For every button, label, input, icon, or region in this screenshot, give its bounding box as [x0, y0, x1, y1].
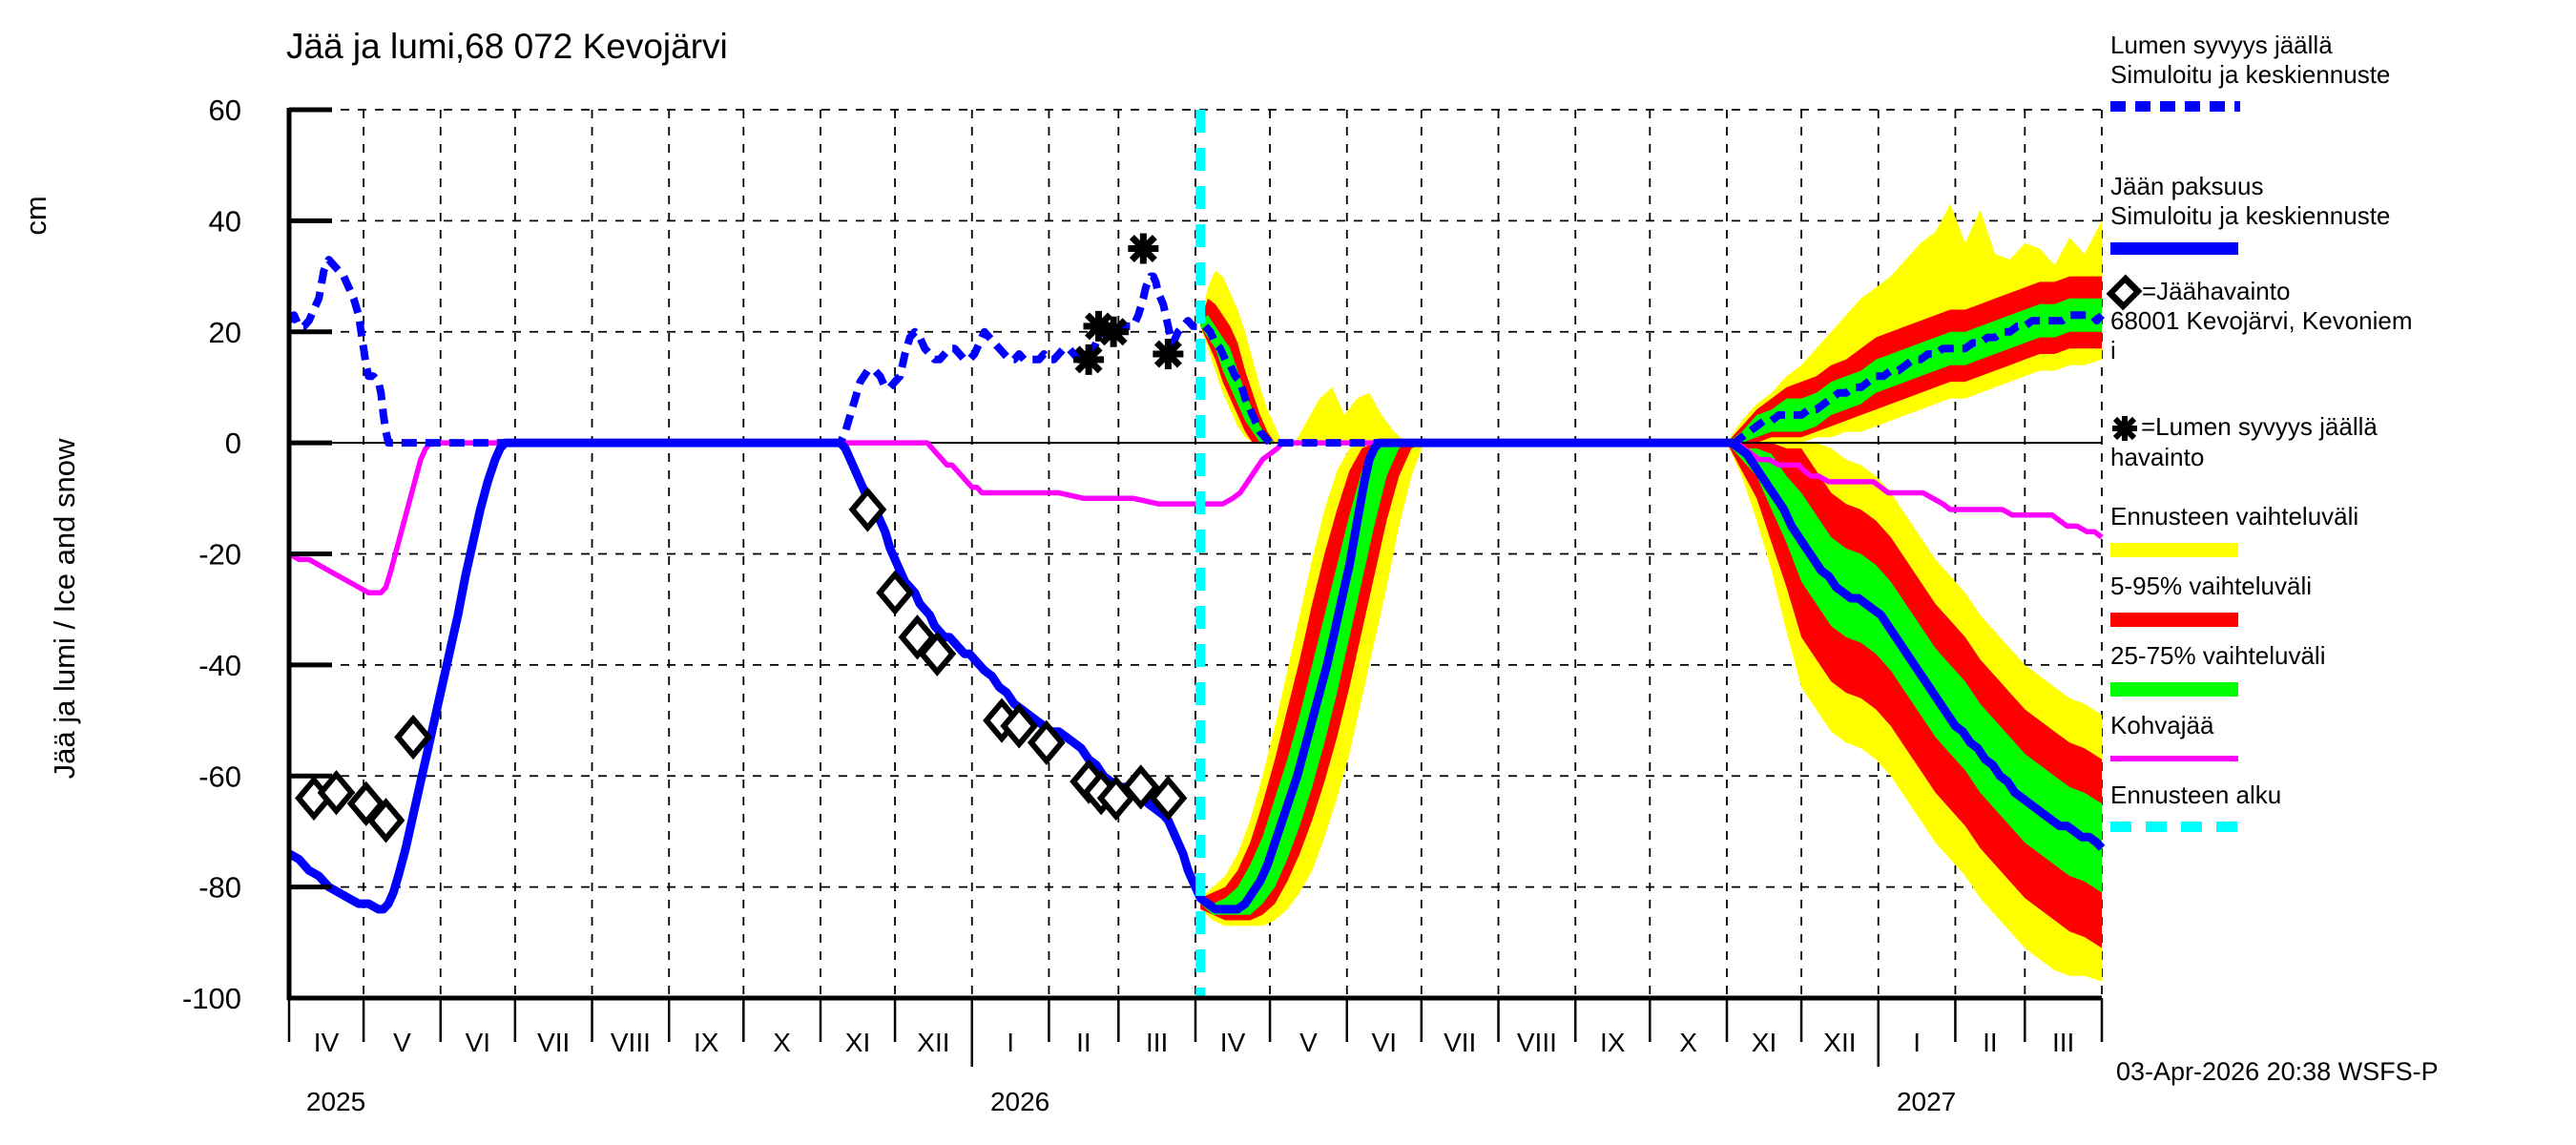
x-year-label: 2026	[990, 1087, 1049, 1116]
legend-text: i	[2110, 336, 2116, 364]
ice-observation-diamond	[1121, 764, 1160, 810]
y-tick-label: 40	[209, 204, 241, 238]
legend-text: 25-75% vaihteluväli	[2110, 641, 2326, 670]
x-month-label: VI	[466, 1028, 490, 1057]
legend-text: Jään paksuus	[2110, 172, 2264, 200]
x-month-label: VI	[1372, 1028, 1397, 1057]
x-month-label: XII	[1823, 1028, 1856, 1057]
x-month-label: VII	[537, 1028, 570, 1057]
legend-text: Simuloitu ja keskiennuste	[2110, 60, 2391, 89]
x-month-label: XII	[917, 1028, 949, 1057]
legend-item-range-25-75: 25-75% vaihteluväli	[2110, 641, 2325, 697]
legend-text: Ennusteen alku	[2110, 781, 2282, 809]
snow-observation-star	[1153, 339, 1184, 370]
legend-text: havainto	[2110, 443, 2205, 472]
x-month-label: III	[1146, 1028, 1168, 1057]
kohvajaa-line	[287, 440, 2104, 595]
ice-observation-diamond	[1000, 703, 1039, 749]
y-tick-label: 20	[209, 316, 241, 349]
band-spring2026-melt-tail-yellow	[1295, 386, 1407, 444]
forecast-bands	[1200, 203, 2102, 982]
band-spring2026-ice-green	[1200, 443, 1424, 915]
ice-observation-diamond-icon	[2106, 274, 2143, 311]
x-month-label: XI	[845, 1028, 870, 1057]
observation-markers	[295, 233, 1188, 843]
y-tick-label: -100	[182, 982, 241, 1015]
x-month-label: VIII	[611, 1028, 651, 1057]
ice-observation-diamond	[918, 631, 957, 677]
y-axis-unit-label: cm	[19, 196, 52, 236]
legend-item-snow-obs: =Lumen syvyys jäällä havainto	[2110, 412, 2378, 472]
ice-observation-diamond	[1149, 775, 1188, 822]
x-month-label: IV	[1220, 1028, 1246, 1057]
legend-item-range-full: Ennusteen vaihteluväli	[2110, 502, 2358, 557]
x-month-label: V	[1299, 1028, 1318, 1057]
ice-observation-diamond	[366, 798, 405, 843]
ice-observation-diamond	[1027, 719, 1066, 765]
x-month-label: X	[1679, 1028, 1697, 1057]
band-spring2026-snow-red	[1200, 298, 1283, 444]
legend-text: =Jäähavainto	[2106, 274, 2413, 311]
y-tick-label: 60	[209, 94, 241, 127]
x-month-label: VIII	[1517, 1028, 1557, 1057]
snow-depth-line	[286, 256, 2105, 448]
legend-text: 5-95% vaihteluväli	[2110, 572, 2313, 600]
x-month-label: IX	[694, 1028, 719, 1057]
x-month-label: X	[773, 1028, 791, 1057]
y-tick-label: -80	[198, 871, 241, 905]
x-month-label: VII	[1444, 1028, 1476, 1057]
legend-item-snow-sim: Lumen syvyys jäällä Simuloitu ja keskienn…	[2110, 31, 2390, 112]
x-month-label: II	[1983, 1028, 1998, 1057]
ice-observation-diamond	[394, 714, 433, 760]
y-tick-label: 0	[225, 427, 241, 460]
legend-swatch-range-25-75	[2110, 682, 2238, 697]
legend-item-range-5-95: 5-95% vaihteluväli	[2110, 572, 2312, 627]
legend-swatch-range-5-95	[2110, 613, 2238, 627]
legend-item-forecast-start: Ennusteen alku	[2110, 781, 2281, 832]
x-month-label: IX	[1600, 1028, 1626, 1057]
snow-observation-star	[1098, 316, 1130, 347]
snow-observation-star-icon	[2112, 416, 2137, 442]
x-year-label: 2025	[306, 1087, 365, 1116]
legend-text: =Lumen syvyys jäällä	[2110, 412, 2378, 443]
snow-observation-star	[1128, 233, 1159, 264]
legend-swatch-kohvajaa	[2110, 756, 2238, 761]
legend-item-kohvajaa: Kohvajää	[2110, 711, 2238, 761]
x-month-label: IV	[314, 1028, 340, 1057]
ice-observation-diamond	[876, 570, 915, 615]
legend-swatch-ice-sim	[2110, 242, 2238, 255]
legend-text: 68001 Kevojärvi, Kevoniem	[2110, 306, 2413, 335]
ice-observation-diamond	[317, 770, 356, 816]
legend-item-ice-obs: =Jäähavainto 68001 Kevojärvi, Kevoniem i	[2106, 274, 2413, 365]
x-month-label: XI	[1752, 1028, 1776, 1057]
timestamp-footer: 03-Apr-2026 20:38 WSFS-P	[2116, 1057, 2439, 1086]
legend-text: Lumen syvyys jäällä	[2110, 31, 2333, 59]
legend-text: Simuloitu ja keskiennuste	[2110, 201, 2391, 230]
legend: Lumen syvyys jäällä Simuloitu ja keskienn…	[2106, 0, 2574, 992]
x-month-label: III	[2052, 1028, 2074, 1057]
snow-observation-star	[1073, 344, 1105, 375]
y-axis-label: Jää ja lumi / Ice and snow	[48, 438, 81, 780]
legend-swatch-range-full	[2110, 543, 2238, 557]
chart-title: Jää ja lumi,68 072 Kevojärvi	[286, 27, 728, 66]
x-year-label: 2027	[1897, 1087, 1956, 1116]
legend-swatch-snow-sim	[2110, 101, 2240, 112]
x-month-label: V	[393, 1028, 411, 1057]
legend-text: Ennusteen vaihteluväli	[2110, 502, 2359, 531]
ice-observation-diamond	[848, 487, 887, 532]
x-month-label: I	[1913, 1028, 1921, 1057]
y-tick-label: -20	[198, 538, 241, 572]
y-tick-label: -40	[198, 649, 241, 682]
legend-text: Kohvajää	[2110, 711, 2214, 739]
x-month-label: I	[1007, 1028, 1014, 1057]
legend-swatch-forecast-start	[2110, 822, 2244, 832]
legend-item-ice-sim: Jään paksuus Simuloitu ja keskiennuste	[2110, 172, 2390, 255]
x-month-label: II	[1076, 1028, 1091, 1057]
y-tick-label: -60	[198, 760, 241, 793]
